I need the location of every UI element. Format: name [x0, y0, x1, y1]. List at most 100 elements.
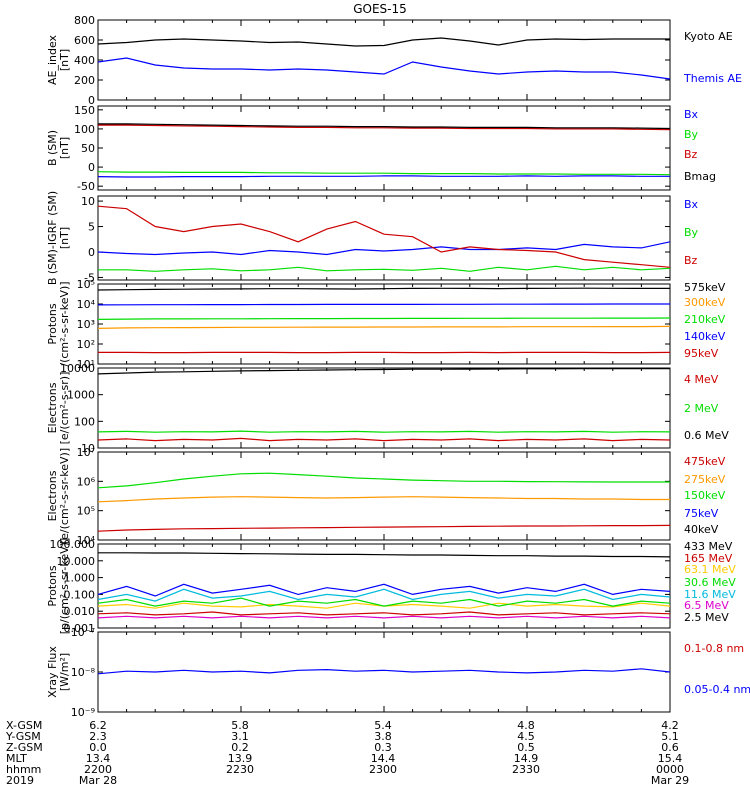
- legend-entry: 6.5 MeV: [684, 599, 729, 612]
- legend-entry: By: [684, 226, 699, 239]
- orbit-row-label: Z-GSM: [6, 741, 43, 754]
- panel-frame: [97, 367, 671, 449]
- legend-entry: Bz: [684, 254, 698, 267]
- series-line-165-mev: [97, 611, 671, 616]
- orbit-cell: 15.4: [658, 752, 683, 765]
- legend-entry: 165 MeV: [684, 552, 733, 565]
- y-axis-label: Protons/(cm²-s-sr-keV)]: [46, 281, 71, 366]
- y-axis-label: B (SM)[nT]: [46, 130, 71, 166]
- y-tick-label: 100.000: [50, 538, 96, 551]
- orbit-cell: Mar 29: [651, 774, 689, 787]
- y-axis-label: Protons[p/(cm²-s-sr-keV)]: [46, 538, 71, 635]
- orbit-cell: 2.3: [89, 730, 107, 743]
- panel-frame: [97, 195, 671, 281]
- orbit-cell: 4.5: [517, 730, 535, 743]
- orbit-cell: 3.8: [374, 730, 392, 743]
- series-line-150kev: [97, 472, 670, 489]
- legend-entry: 210keV: [684, 313, 726, 326]
- series-line-4-mev: [97, 437, 671, 442]
- y-tick-label: 1.000: [64, 572, 96, 585]
- legend-entry: 0.1-0.8 nm: [684, 642, 744, 655]
- y-tick-label: 10¹: [77, 358, 95, 371]
- series-line-433-mev: [98, 552, 671, 558]
- y-tick-label: 100: [74, 123, 95, 136]
- panel-7: 100.000 10.000 1.000 0.100 0.010 0.001Protons…: [46, 538, 736, 635]
- orbit-cell: 0000: [656, 763, 684, 776]
- y-axis-label: AE_index[nT]: [46, 34, 71, 85]
- legend-entry: 30.6 MeV: [684, 576, 736, 589]
- y-tick-label: 800: [74, 14, 95, 27]
- series-line-140kev: [97, 303, 670, 306]
- legend-entry: 2.5 MeV: [684, 611, 729, 624]
- series-line-2-mev: [97, 430, 671, 433]
- orbit-cell: 13.4: [86, 752, 111, 765]
- y-tick-label: 10000: [60, 362, 95, 375]
- y-tick-label: 10⁵: [77, 278, 95, 291]
- legend-entry: 575keV: [684, 281, 726, 294]
- series-line-by: [97, 171, 671, 176]
- orbit-row-label: hhmm: [6, 763, 41, 776]
- orbit-cell: 5.4: [374, 719, 392, 732]
- panel-frame: [97, 19, 671, 101]
- panel-5: 10000 1000 100 10 Electrons[e/(cm²-s-sr)] 4 M…: [46, 362, 729, 455]
- legend-entry: Themis AE: [683, 72, 742, 85]
- orbit-cell: 3.1: [231, 730, 249, 743]
- series-line-0-6-mev: [97, 368, 670, 375]
- y-tick-label: 5: [88, 221, 95, 234]
- series-line-275kev: [97, 496, 670, 503]
- y-tick-label: 10⁻⁷: [71, 626, 95, 639]
- orbit-cell: 6.2: [89, 719, 107, 732]
- y-tick-label: 10²: [77, 338, 95, 351]
- legend-entry: 2 MeV: [684, 402, 719, 415]
- series-line-0-05-0-4-nm: [97, 668, 671, 675]
- figure-title: GOES-15: [353, 2, 407, 16]
- series-line-475kev: [97, 524, 671, 532]
- legend-entry: 433 MeV: [684, 540, 733, 553]
- orbit-cell: 0.5: [517, 741, 535, 754]
- y-tick-label: 10⁴: [77, 298, 96, 311]
- orbit-cell: 2200: [84, 763, 112, 776]
- legend-entry: 75keV: [684, 507, 719, 520]
- panel-frame: [97, 631, 671, 713]
- legend-entry: 300keV: [684, 296, 726, 309]
- legend-entry: Bx: [684, 108, 699, 121]
- y-tick-label: 1000: [67, 389, 95, 402]
- series-line-6-5-mev: [97, 615, 671, 619]
- orbit-cell: 5.1: [661, 730, 679, 743]
- series-line-bz: [97, 205, 671, 268]
- y-tick-label: 10⁻⁸: [71, 666, 96, 679]
- legend-entry: 0.05-0.4 nm: [684, 683, 750, 696]
- legend-entry: Bx: [684, 198, 699, 211]
- series-line-300kev: [97, 325, 671, 329]
- y-tick-label: 10⁶: [77, 475, 96, 488]
- y-tick-label: 0: [88, 246, 95, 259]
- y-axis-label: Xray Flux[W/m²]: [46, 646, 71, 698]
- orbit-cell: 0.2: [231, 741, 249, 754]
- orbit-cell: 5.8: [231, 719, 249, 732]
- series-line-30-6-mev: [97, 597, 671, 607]
- orbit-cell: 2300: [369, 763, 397, 776]
- legend-entry: Bmag: [684, 170, 716, 183]
- orbit-cell: 0.0: [89, 741, 107, 754]
- orbit-cell: 2230: [226, 763, 254, 776]
- y-tick-label: 10⁴: [77, 534, 96, 547]
- orbit-cell: 2330: [512, 763, 540, 776]
- legend-entry: 11.6 MeV: [684, 588, 736, 601]
- y-tick-label: 150: [74, 104, 95, 117]
- panel-4: 10⁵ 10⁴ 10³ 10² 10¹ Protons/(cm²-s-sr-keV)] 57…: [46, 278, 726, 371]
- orbit-row-label: 2019: [6, 774, 34, 787]
- y-tick-label: 0.001: [64, 622, 96, 635]
- legend-entry: 150keV: [684, 489, 726, 502]
- legend-entry: 0.6 MeV: [684, 429, 729, 442]
- series-line-extra: [97, 583, 671, 597]
- y-tick-label: 400: [74, 54, 95, 67]
- orbit-cell: 0.3: [374, 741, 392, 754]
- panel-3: 10 5 0 -5 B (SM)-IGRF (SM)[nT] Bx By Bz: [46, 191, 699, 285]
- panel-2: 150 100 50 0 -50 B (SM)[nT] Bx By Bz Bmag: [46, 104, 716, 193]
- y-tick-label: 10⁵: [77, 505, 95, 518]
- series-line-575kev: [97, 287, 670, 291]
- series-line-210kev: [97, 317, 671, 320]
- series-line-themis-ae: [97, 57, 671, 80]
